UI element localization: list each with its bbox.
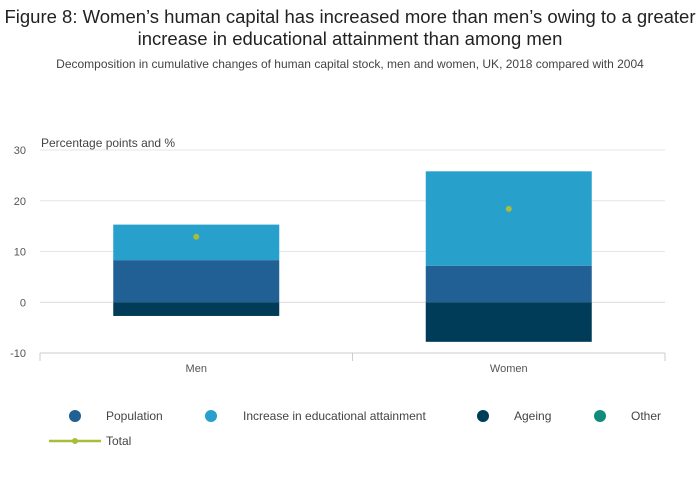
y-tick-label: 0 (20, 297, 26, 309)
x-tick-label: Men (186, 363, 207, 375)
x-tick-label: Women (490, 363, 528, 375)
y-axis-label: Percentage points and % (41, 136, 175, 150)
chart-title: Figure 8: Women’s human capital has incr… (4, 6, 696, 49)
bar-increase-in-educational-attainment-men (113, 224, 280, 261)
legend-label: Increase in educational attainment (243, 409, 426, 423)
bar-ageing-women (425, 302, 592, 342)
y-tick-label: -10 (10, 348, 26, 360)
legend-marker (69, 410, 81, 422)
y-tick-label: 30 (14, 145, 26, 157)
chart-subtitle: Decomposition in cumulative changes of h… (56, 57, 644, 71)
legend-marker (594, 410, 606, 422)
legend-total-marker (72, 438, 78, 444)
legend-label: Ageing (514, 409, 551, 423)
bar-ageing-men (113, 302, 280, 316)
legend-label: Population (106, 409, 163, 423)
total-marker-women (505, 205, 512, 212)
bar-population-men (113, 260, 280, 303)
legend-label: Total (106, 434, 131, 448)
y-tick-label: 20 (14, 196, 26, 208)
total-marker-men (193, 233, 200, 240)
legend-label: Other (631, 409, 661, 423)
bar-population-women (425, 265, 592, 303)
legend-marker (205, 410, 217, 422)
y-tick-label: 10 (14, 247, 26, 259)
bar-increase-in-educational-attainment-women (425, 171, 592, 266)
legend-marker (477, 410, 489, 422)
